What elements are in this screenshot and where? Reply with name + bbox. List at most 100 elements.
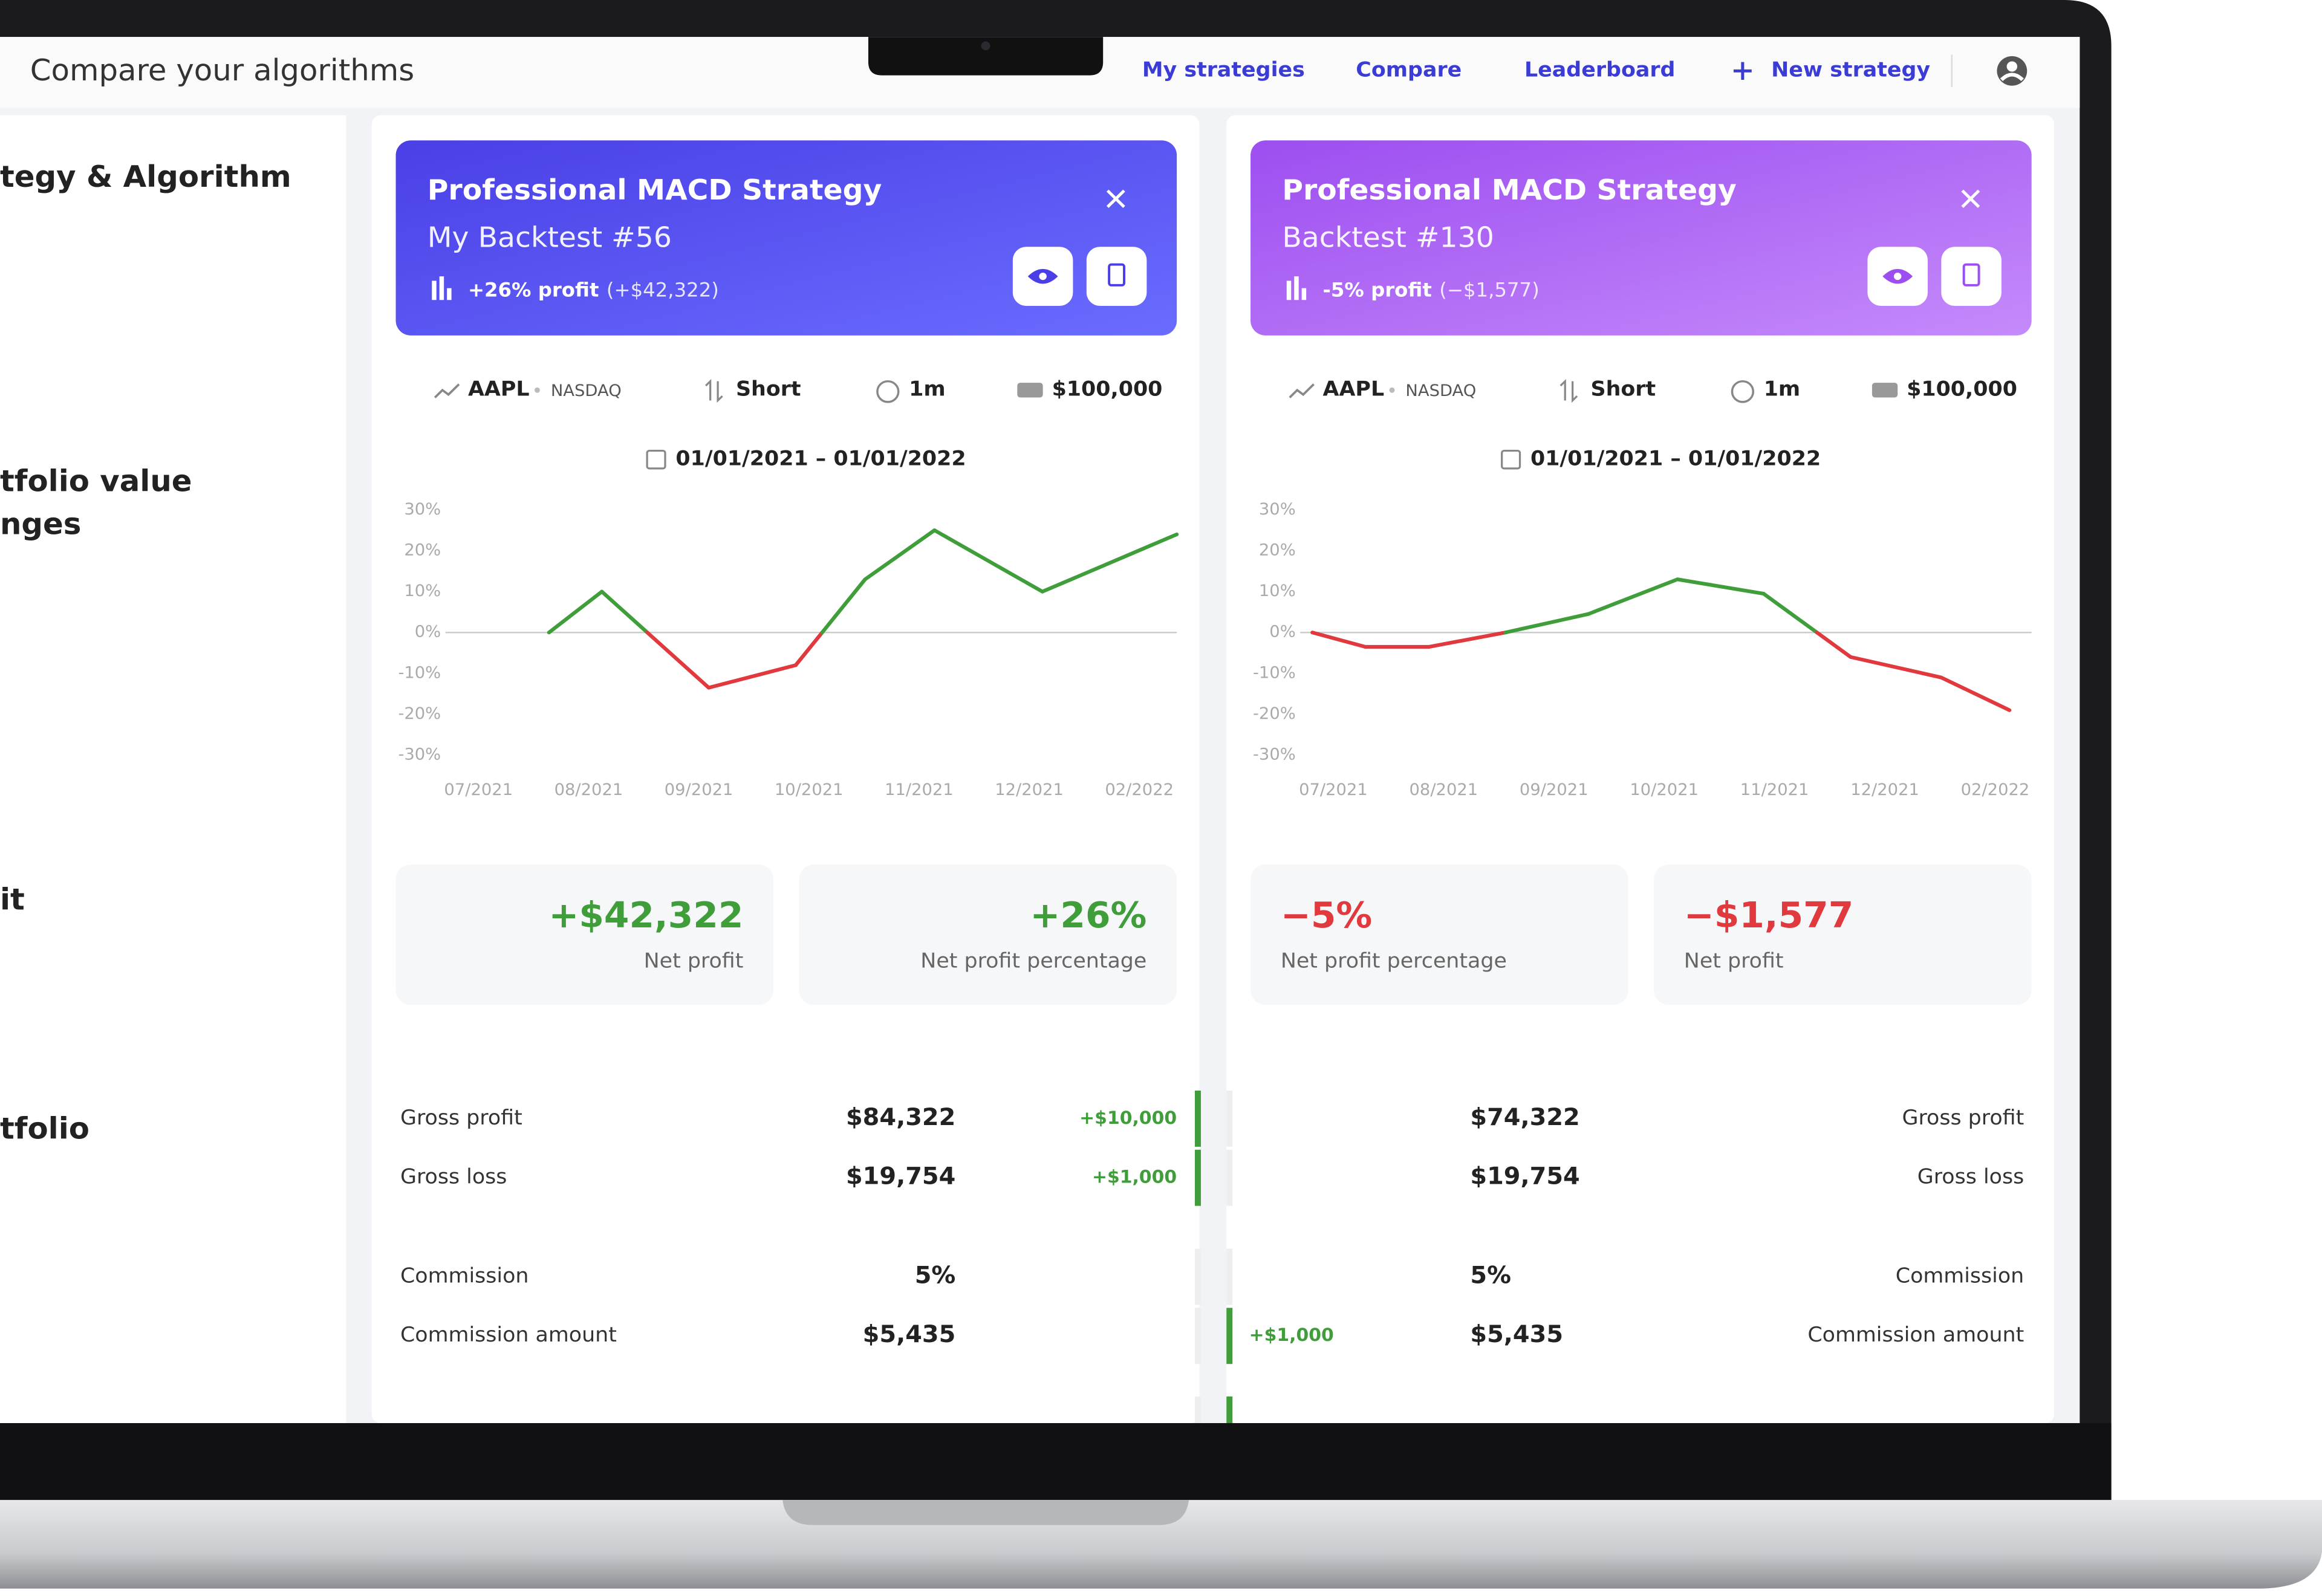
x-tick-label: 12/2021 [1850,780,1919,799]
x-tick-label: 02/2022 [1961,780,2030,799]
y-tick-label: -30% [1253,745,1296,764]
metric-diff: +$1,000 [1249,1325,1334,1345]
profit: +26% profit (+$42,322) [468,279,719,302]
stat-card [1654,864,2032,1005]
x-tick-label: 11/2021 [1740,780,1809,799]
page-title: Compare your algorithms [30,53,414,88]
sidebar [0,115,346,1423]
date-range: 01/01/2021 – 01/01/2022 [675,447,966,471]
line-segment [863,528,937,582]
compare-indicator [1194,1396,1201,1423]
cash-icon [1017,383,1043,398]
metric-value: 5% [1470,1262,1511,1289]
line-segment [1040,532,1179,594]
bar-icon [1301,288,1307,300]
metric-value: $19,754 [846,1163,955,1190]
x-tick-label: 10/2021 [1630,780,1699,799]
stat-card [395,864,774,1005]
avatar-head [2006,61,2018,72]
laptop-chin [0,1423,2112,1505]
sidebar-label: tegy & Algorithm [0,160,291,194]
metric-diff: +$1,000 [1092,1167,1177,1187]
column-panel [1226,115,2055,1423]
profit-amount: (+$42,322) [607,279,719,302]
bar-icon [439,276,444,300]
y-tick-label: -20% [1253,704,1296,723]
copy-icon [1108,263,1126,287]
bar-icon [432,281,437,300]
stat-value: −5% [1281,894,1372,935]
line-segment [1761,591,1819,635]
x-tick-label: 02/2022 [1105,780,1174,799]
y-tick-label: 0% [415,623,441,641]
metric-value: $5,435 [1470,1321,1563,1349]
y-tick-label: 0% [1269,623,1295,641]
nav-link[interactable]: Compare [1356,58,1462,82]
y-tick-label: -20% [398,704,441,723]
line-segment [1849,655,1943,680]
metric-label: Gross loss [1917,1165,2024,1189]
line-segment [706,663,798,690]
stat-card [799,864,1177,1005]
metric-label: Gross profit [400,1106,522,1130]
x-tick-label: 08/2021 [554,780,623,799]
trend-icon [1289,383,1315,398]
strategy-card [395,140,1177,336]
clock-icon [876,380,900,403]
metric-value: $84,322 [846,1103,955,1131]
calendar-icon [1501,449,1521,470]
exchange: NASDAQ [551,381,622,400]
line-segment [1586,577,1680,616]
interval: 1m [1764,377,1801,401]
calendar-icon [646,449,666,470]
nav-link[interactable]: New strategy [1771,58,1930,82]
plus-icon [1733,62,1752,80]
nav-link[interactable]: My strategies [1142,58,1305,82]
profit-percent: +26% profit [468,279,599,302]
y-tick-label: 20% [1259,541,1296,560]
y-tick-label: 10% [404,582,441,600]
column-panel [371,115,1200,1423]
strategy-title: Professional MACD Strategy [1282,175,1737,207]
nav-link[interactable]: Leaderboard [1524,58,1675,82]
x-tick-label: 07/2021 [1299,780,1368,799]
sidebar-label: it [0,882,25,916]
x-tick-label: 09/2021 [1520,780,1589,799]
compare-indicator [1226,1308,1233,1364]
dot [534,387,540,393]
x-tick-label: 11/2021 [885,780,954,799]
interval: 1m [909,377,946,401]
camera-notch [868,37,1104,76]
line-segment [1939,675,2012,712]
metric-value: $19,754 [1470,1163,1579,1190]
bar-icon [1294,276,1299,300]
copy-button[interactable] [1941,247,2002,306]
camera [981,41,990,51]
trend-icon [434,383,460,398]
close-button[interactable] [1961,189,1980,208]
close-button[interactable] [1106,189,1125,208]
metric-label: Gross loss [400,1165,507,1189]
line-segment [820,577,867,635]
stat-label: Net profit [1684,949,1784,973]
stat-label: Net profit [644,949,744,973]
avatar-body [2000,73,2024,82]
sidebar-label: tfolio value [0,464,192,498]
metric-value: $5,435 [863,1321,956,1349]
y-tick-label: -10% [1253,664,1296,683]
copy-button[interactable] [1086,247,1147,306]
cash-icon [1872,383,1898,398]
line-segment [600,589,649,635]
compare-indicator [1194,1091,1201,1147]
dot [1389,387,1395,393]
line-segment [1815,631,1853,659]
x-tick-label: 09/2021 [665,780,733,799]
compare-indicator [1226,1091,1233,1147]
line-segment [1503,612,1590,635]
bar-icon [447,288,452,300]
y-tick-label: -10% [398,664,441,683]
strategy-title: Professional MACD Strategy [428,175,882,207]
direction: Short [736,377,801,401]
sidebar-label: nges [0,507,81,541]
